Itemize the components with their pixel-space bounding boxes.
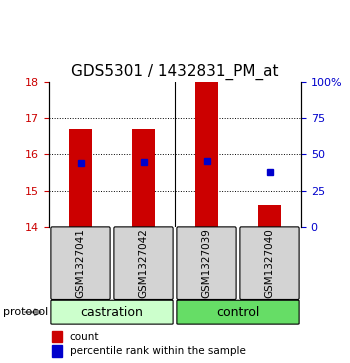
Bar: [69, 129, 92, 227]
FancyBboxPatch shape: [177, 227, 236, 299]
FancyBboxPatch shape: [51, 300, 173, 324]
Bar: [258, 205, 281, 227]
FancyBboxPatch shape: [240, 227, 299, 299]
Bar: [51, 345, 62, 357]
Bar: [195, 82, 218, 227]
Text: GSM1327040: GSM1327040: [265, 228, 274, 298]
FancyBboxPatch shape: [51, 227, 110, 299]
Text: control: control: [216, 306, 260, 319]
Text: count: count: [70, 332, 99, 342]
Text: castration: castration: [80, 306, 144, 319]
Text: percentile rank within the sample: percentile rank within the sample: [70, 346, 245, 356]
Title: GDS5301 / 1432831_PM_at: GDS5301 / 1432831_PM_at: [71, 64, 279, 80]
Text: protocol: protocol: [4, 307, 49, 317]
Text: GSM1327041: GSM1327041: [76, 228, 85, 298]
Text: GSM1327039: GSM1327039: [202, 228, 211, 298]
Bar: [51, 331, 62, 342]
FancyBboxPatch shape: [177, 300, 299, 324]
Bar: [132, 129, 155, 227]
Text: GSM1327042: GSM1327042: [139, 228, 148, 298]
FancyBboxPatch shape: [114, 227, 173, 299]
